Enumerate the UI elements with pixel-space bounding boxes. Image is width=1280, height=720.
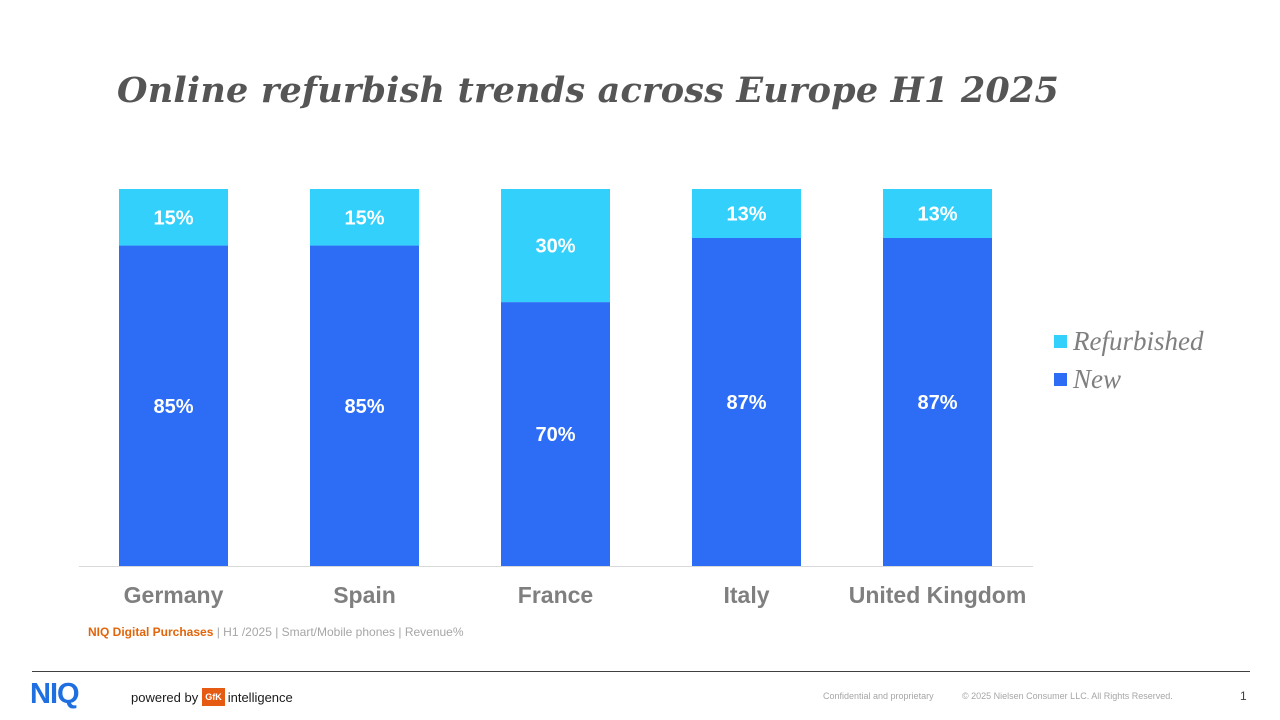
legend-swatch-new — [1054, 372, 1067, 386]
category-label-france: France — [518, 582, 593, 608]
category-label-spain: Spain — [333, 582, 396, 608]
page-number: 1 — [1240, 689, 1247, 703]
bar-new-germany — [119, 245, 228, 567]
legend-swatch-refurbished — [1054, 334, 1067, 348]
bar-new-united-kingdom — [883, 238, 992, 566]
chart-legend: Refurbished New — [1054, 322, 1203, 398]
legend-item-new: New — [1054, 360, 1203, 398]
page-title: Online refurbish trends across Europe H1… — [117, 70, 1060, 111]
source-note: NIQ Digital Purchases | H1 /2025 | Smart… — [88, 625, 464, 639]
data-label-new-spain: 85% — [344, 396, 384, 418]
niq-logo: NIQ — [30, 678, 80, 710]
data-label-refurbished-italy: 13% — [726, 204, 766, 226]
source-details: | H1 /2025 | Smart/Mobile phones | Reven… — [213, 625, 464, 639]
bar-refurbished-united-kingdom — [883, 189, 992, 239]
bar-refurbished-france — [501, 189, 610, 303]
legend-label-refurbished: Refurbished — [1073, 325, 1204, 356]
copyright-note: © 2025 Nielsen Consumer LLC. All Rights … — [962, 691, 1173, 701]
footer-divider — [32, 671, 1250, 672]
powered-by-text: powered by — [131, 689, 199, 705]
data-label-refurbished-spain: 15% — [344, 207, 384, 229]
gfk-logo: GfK — [202, 688, 225, 706]
bar-refurbished-spain — [310, 189, 419, 246]
data-label-refurbished-germany: 15% — [153, 207, 193, 229]
data-label-new-italy: 87% — [726, 392, 766, 414]
bar-new-spain — [310, 245, 419, 567]
category-label-germany: Germany — [124, 582, 224, 608]
powered-by-gfk: powered by GfK intelligence — [131, 688, 293, 706]
intelligence-text: intelligence — [227, 689, 293, 705]
data-label-refurbished-france: 30% — [535, 236, 575, 258]
data-label-new-united-kingdom: 87% — [917, 392, 957, 414]
bar-new-italy — [692, 238, 801, 566]
data-label-new-germany: 85% — [153, 396, 193, 418]
data-label-new-france: 70% — [535, 424, 575, 446]
bar-new-france — [501, 302, 610, 566]
bar-refurbished-germany — [119, 189, 228, 246]
bar-refurbished-italy — [692, 189, 801, 239]
legend-item-refurbished: Refurbished — [1054, 322, 1203, 360]
confidential-note: Confidential and proprietary — [823, 691, 934, 701]
source-brand: NIQ Digital Purchases — [88, 625, 214, 639]
data-label-refurbished-united-kingdom: 13% — [917, 204, 957, 226]
legend-label-new: New — [1073, 363, 1122, 394]
category-label-united-kingdom: United Kingdom — [849, 582, 1027, 608]
category-label-italy: Italy — [723, 582, 769, 608]
